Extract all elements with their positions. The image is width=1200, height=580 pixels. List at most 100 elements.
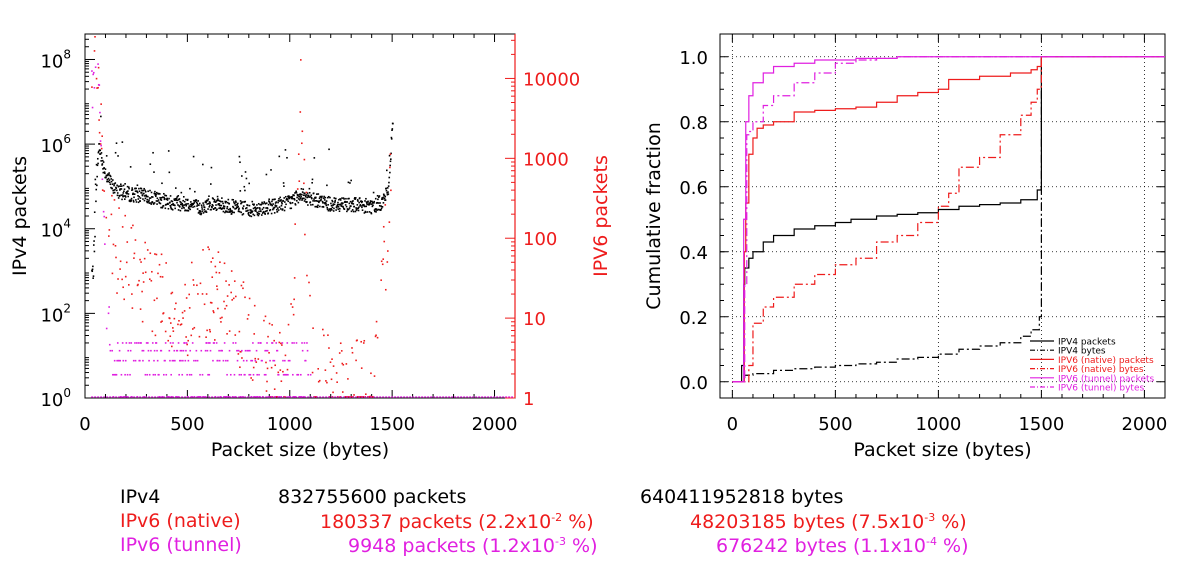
point-ipv6-native- <box>196 284 198 287</box>
point-ipv4 <box>374 208 377 210</box>
point-ipv4 <box>161 182 163 185</box>
point-ipv4 <box>233 202 236 205</box>
point-ipv6-tunnel- <box>108 343 111 346</box>
point-ipv4 <box>110 186 112 189</box>
point-ipv4 <box>325 204 328 207</box>
point-ipv6-tunnel- <box>178 359 181 362</box>
point-ipv4 <box>108 181 111 184</box>
point-ipv4 <box>308 187 311 190</box>
point-ipv4 <box>107 177 110 180</box>
point-ipv6-native- <box>110 213 113 216</box>
right-x-tick-label: 1500 <box>1018 414 1064 435</box>
point-ipv4 <box>91 270 94 273</box>
point-ipv6-tunnel- <box>118 349 121 352</box>
point-ipv4 <box>381 206 384 208</box>
point-ipv6-native- <box>380 260 383 263</box>
point-ipv4 <box>121 194 124 196</box>
point-ipv4 <box>370 203 373 205</box>
point-ipv4 <box>210 205 213 208</box>
point-ipv4 <box>360 205 362 207</box>
point-ipv6-native- <box>98 131 101 134</box>
point-ipv4 <box>94 183 97 186</box>
point-ipv4 <box>233 211 235 214</box>
point-ipv4 <box>129 166 132 168</box>
point-ipv6-tunnel- <box>186 373 188 376</box>
point-ipv4 <box>231 198 234 201</box>
point-ipv4 <box>178 205 180 207</box>
point-ipv6-native- <box>291 306 294 308</box>
point-ipv4 <box>254 209 256 212</box>
point-ipv6-tunnel- <box>303 342 306 344</box>
point-ipv4 <box>237 202 239 205</box>
point-ipv4 <box>345 205 348 208</box>
point-ipv6-tunnel- <box>228 396 230 398</box>
point-ipv6-native- <box>342 363 345 366</box>
point-ipv6-tunnel- <box>248 373 250 376</box>
point-ipv4 <box>194 190 196 193</box>
point-ipv4 <box>202 163 204 166</box>
point-ipv6-tunnel- <box>147 349 150 352</box>
point-ipv6-tunnel- <box>244 349 247 352</box>
point-ipv4 <box>141 189 143 192</box>
point-ipv4 <box>227 211 229 213</box>
point-ipv4 <box>96 157 99 160</box>
point-ipv4 <box>199 210 202 212</box>
point-ipv6-tunnel- <box>145 342 148 344</box>
point-ipv6-native- <box>240 350 242 353</box>
point-ipv4 <box>235 206 238 208</box>
point-ipv6-native- <box>214 265 217 268</box>
point-ipv4 <box>374 210 376 213</box>
point-ipv4 <box>283 197 286 199</box>
point-ipv6-native- <box>240 284 243 287</box>
point-ipv6-native- <box>164 330 167 333</box>
point-ipv6-tunnel- <box>172 342 174 344</box>
point-ipv6-native- <box>332 365 335 367</box>
point-ipv4 <box>289 201 291 204</box>
point-ipv4 <box>144 189 146 192</box>
point-ipv6-tunnel- <box>109 349 112 352</box>
point-ipv6-native- <box>271 324 273 326</box>
point-ipv4 <box>386 193 389 196</box>
point-ipv4 <box>330 208 333 210</box>
point-ipv4 <box>119 189 121 191</box>
point-ipv4 <box>169 201 171 204</box>
point-ipv6-tunnel- <box>266 349 269 352</box>
point-ipv4 <box>269 202 271 205</box>
point-ipv6-native- <box>173 317 176 320</box>
point-ipv4 <box>179 203 182 206</box>
right-y-tick-label: 10000 <box>523 69 580 90</box>
point-ipv6-native- <box>122 286 124 289</box>
point-ipv4 <box>270 169 272 171</box>
point-ipv4 <box>331 209 333 211</box>
point-ipv6-native- <box>203 303 206 306</box>
point-ipv4 <box>238 210 241 213</box>
point-ipv6-tunnel- <box>250 359 252 362</box>
point-ipv4 <box>166 203 168 206</box>
point-ipv4 <box>284 149 287 151</box>
point-ipv6-native- <box>148 278 151 281</box>
point-ipv6-native- <box>108 235 110 237</box>
point-ipv4 <box>179 200 181 203</box>
point-ipv6-native- <box>263 319 265 322</box>
point-ipv4 <box>271 204 274 207</box>
point-ipv6-tunnel- <box>121 342 124 344</box>
point-ipv6-native- <box>360 340 363 343</box>
point-ipv4 <box>259 203 262 206</box>
point-ipv6-tunnel- <box>124 359 127 362</box>
point-ipv4 <box>301 191 304 193</box>
point-ipv6-native- <box>266 367 269 370</box>
point-ipv6-tunnel- <box>252 342 254 344</box>
point-ipv4 <box>218 207 220 210</box>
point-ipv6-native- <box>242 281 245 283</box>
point-ipv6-tunnel- <box>169 359 171 362</box>
point-ipv4 <box>331 200 334 203</box>
point-ipv4 <box>197 200 200 202</box>
point-ipv4 <box>335 206 338 209</box>
left-y-tick-label: 108 <box>40 47 71 72</box>
point-ipv6-native- <box>362 342 365 344</box>
point-ipv6-native- <box>370 372 372 375</box>
point-ipv4 <box>198 204 200 207</box>
point-ipv4 <box>143 187 145 190</box>
point-ipv4 <box>239 190 242 192</box>
point-ipv6-native- <box>101 189 104 191</box>
